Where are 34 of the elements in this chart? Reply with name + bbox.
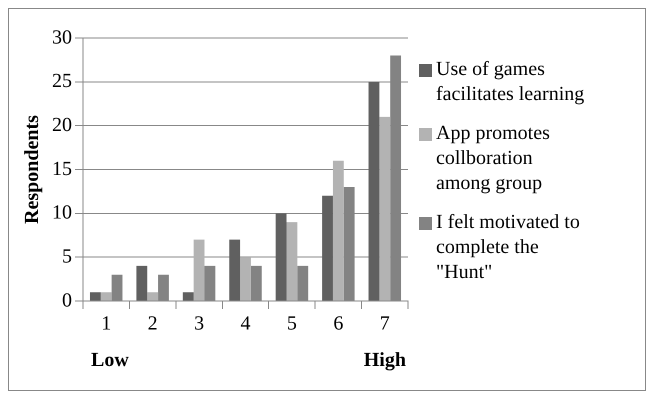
text: High xyxy=(364,349,406,372)
bar xyxy=(276,213,287,300)
bar xyxy=(136,266,148,300)
bar xyxy=(368,82,380,300)
text: Low xyxy=(91,349,130,372)
x-tick-label: 5 xyxy=(286,312,297,334)
bar xyxy=(147,292,158,300)
bar xyxy=(332,160,344,300)
bar xyxy=(194,240,204,300)
legend-label: App promotes collboration among group xyxy=(436,121,551,196)
x-tick-label: 1 xyxy=(101,312,112,334)
y-axis-title: Respondents xyxy=(21,114,44,224)
x-tick-label: 3 xyxy=(194,312,204,334)
bar xyxy=(322,196,333,300)
bar xyxy=(286,222,298,300)
y-tick-label: 10 xyxy=(52,202,72,224)
y-tick-label: 5 xyxy=(62,245,72,268)
bar xyxy=(229,240,240,300)
x-tick-label: 2 xyxy=(148,312,158,334)
y-tick-label: 0 xyxy=(62,289,72,312)
y-tick-label: 20 xyxy=(52,114,72,136)
x-tick-label: 4 xyxy=(240,312,250,334)
bar xyxy=(240,257,251,300)
y-tick-label: 25 xyxy=(52,70,72,92)
bar xyxy=(90,292,101,300)
bar xyxy=(379,116,390,300)
bar xyxy=(182,292,194,300)
bar xyxy=(100,292,112,300)
x-tick-label: 7 xyxy=(380,312,390,334)
x-tick-label: 6 xyxy=(333,312,344,334)
legend-label: Use of games facilitates learning xyxy=(436,57,586,107)
legend-label: I felt motivated to complete the "Hunt" xyxy=(436,210,581,285)
y-tick-label: 15 xyxy=(52,158,72,180)
y-tick-label: 30 xyxy=(52,26,72,48)
